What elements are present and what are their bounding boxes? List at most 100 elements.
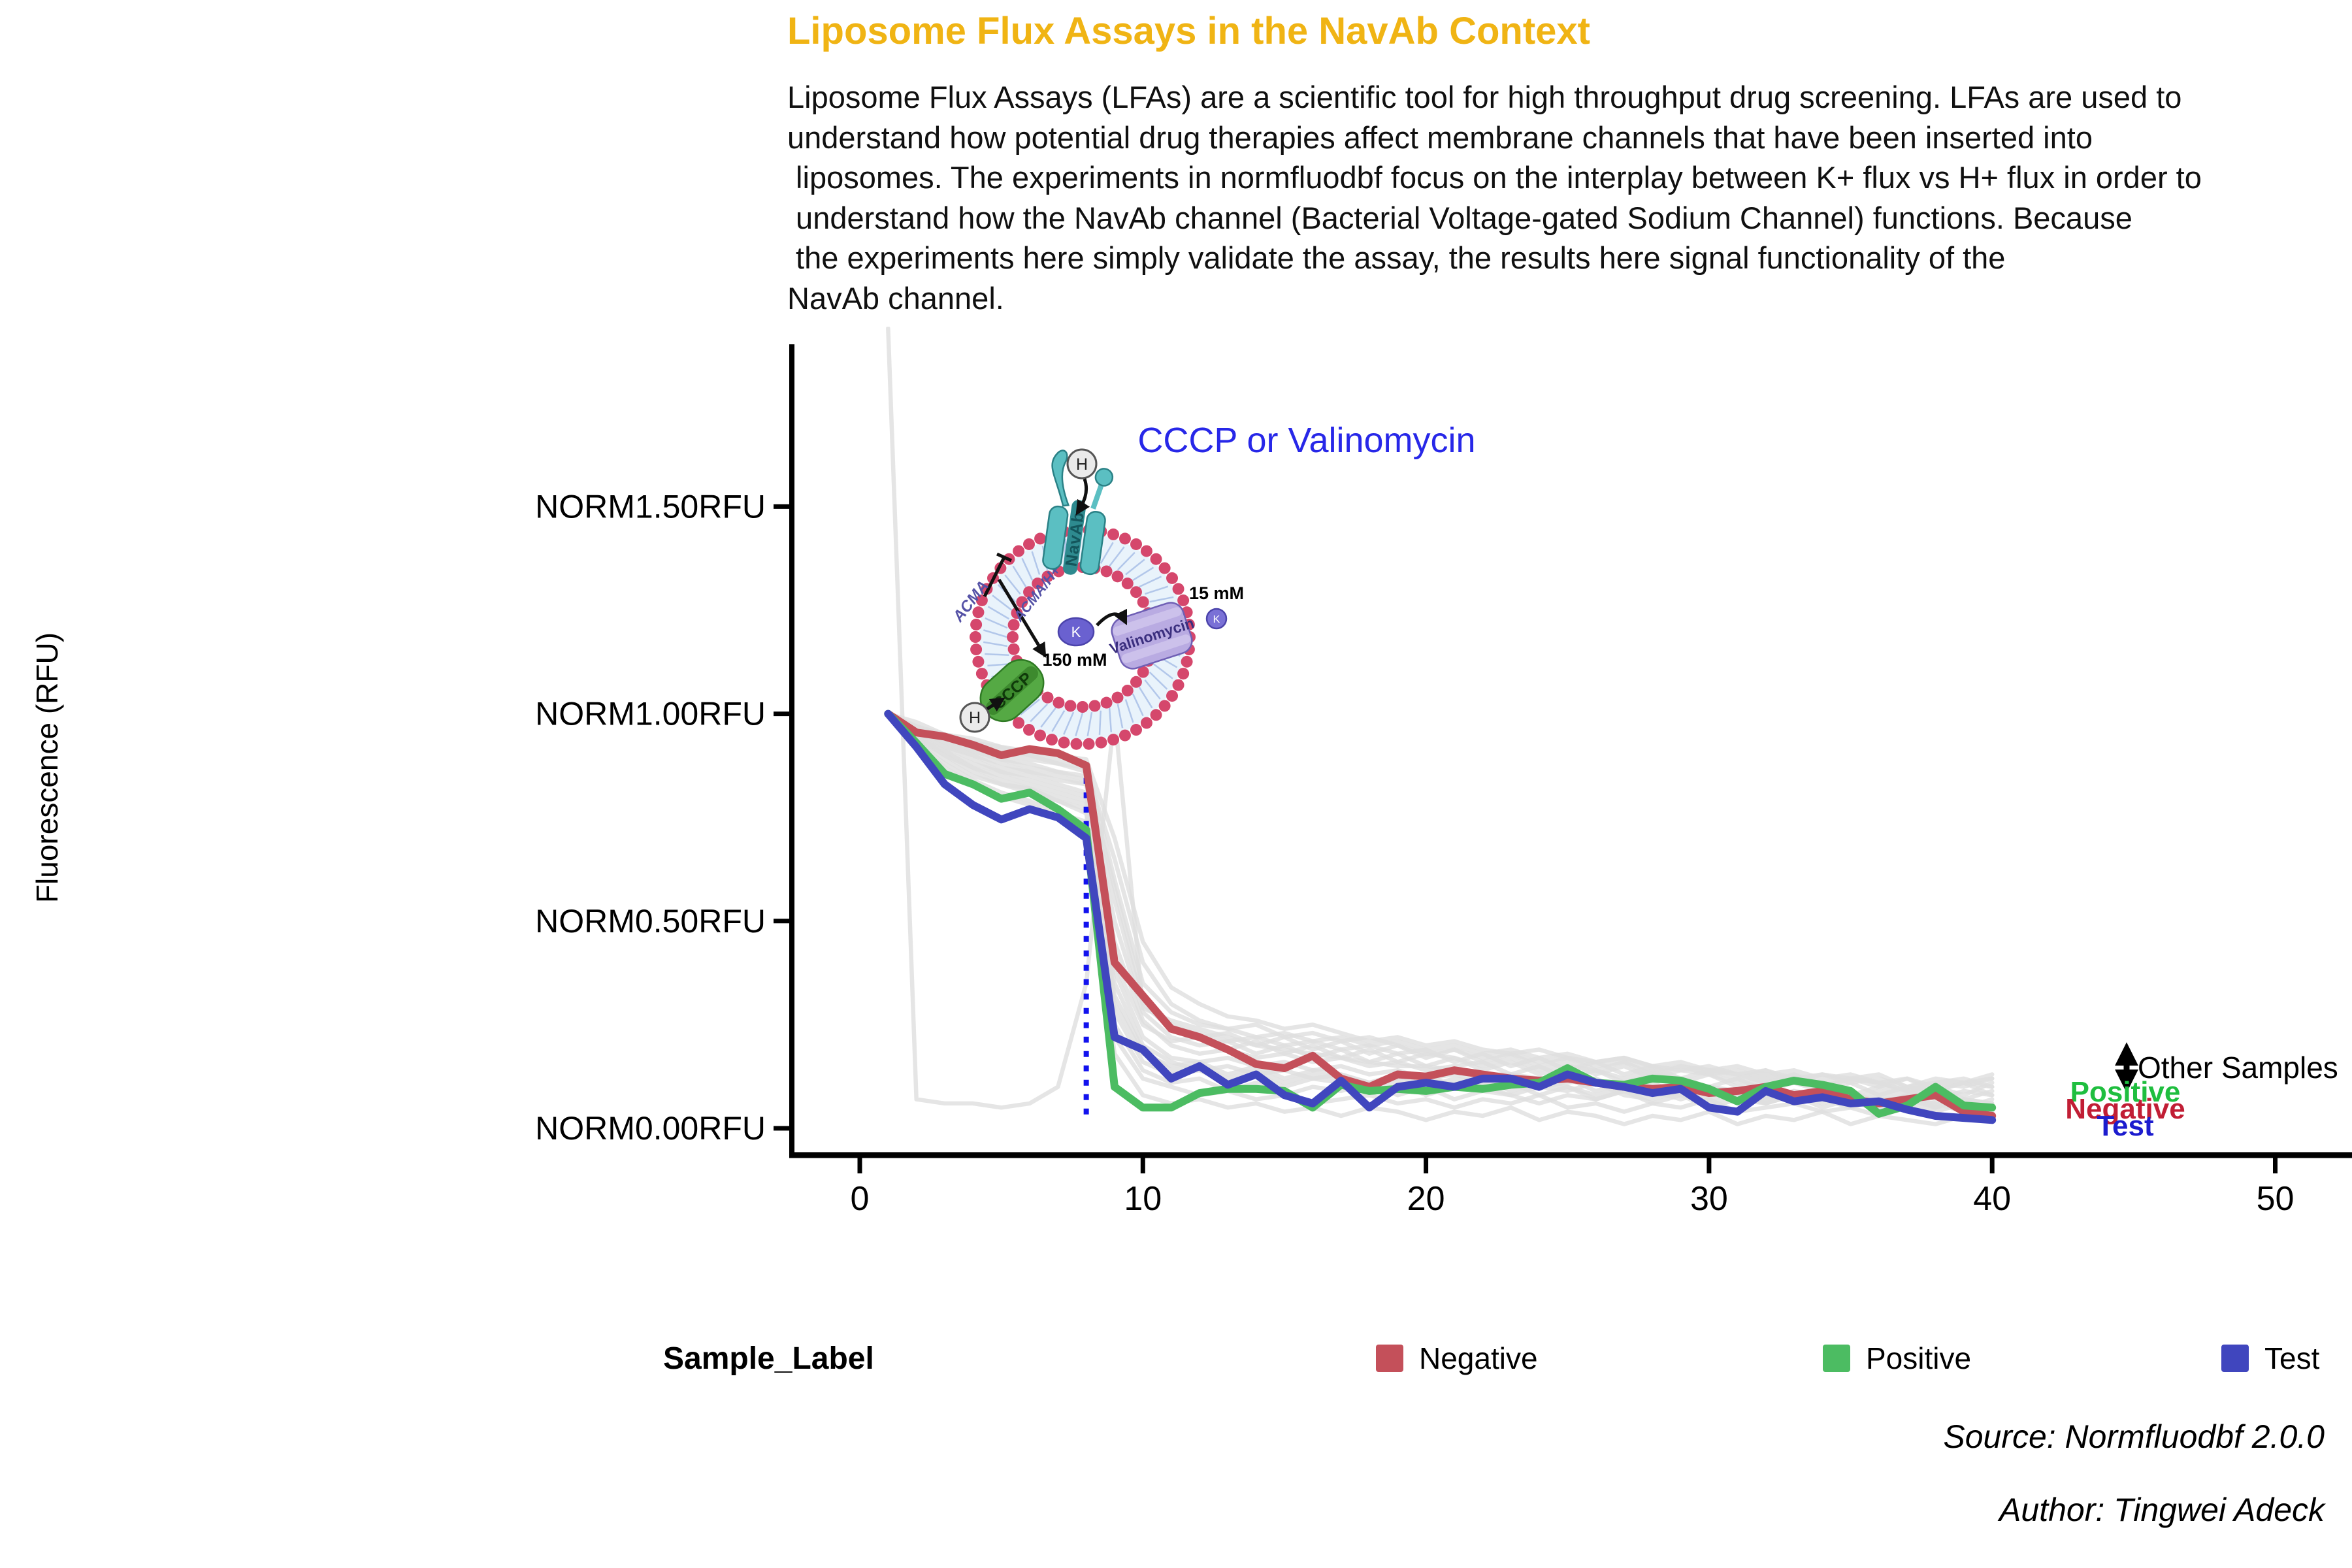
- lipid-head-outer: [1058, 736, 1070, 749]
- lipid-head-outer: [1095, 736, 1107, 749]
- lipid-tail: [983, 629, 1007, 638]
- lipid-head-inner: [1023, 586, 1036, 598]
- navab-stem: [1090, 482, 1105, 510]
- h-ion-bottom-label: H: [969, 709, 981, 727]
- lipid-head-inner: [1137, 666, 1149, 678]
- lipid-head-outer: [1107, 734, 1120, 746]
- h-ion-top-label: H: [1076, 455, 1088, 474]
- negative-annotation: Negative: [2065, 1093, 2185, 1125]
- other-sample-line: [886, 711, 1995, 1098]
- series-line-test: [884, 710, 1997, 1124]
- x-tick-label: 30: [1690, 1180, 1728, 1218]
- description-paragraph: Liposome Flux Assays (LFAs) are a scient…: [787, 80, 2202, 316]
- lipid-head-outer: [1045, 734, 1058, 746]
- legend-label-negative: Negative: [1419, 1341, 1538, 1375]
- lipid-head-inner: [1111, 570, 1124, 583]
- h-entry-arrow: [1075, 478, 1090, 515]
- lipid-head-inner: [1064, 700, 1077, 712]
- lipid-tail: [1075, 712, 1084, 736]
- lipid-tail: [983, 641, 1008, 647]
- lipid-head-outer: [1158, 562, 1171, 574]
- k-to-valinomycin-arrow: [1096, 608, 1128, 627]
- lipid-head-outer: [1013, 717, 1025, 729]
- test-swatch-icon: [2221, 1345, 2249, 1372]
- valinomycin-band-bottom: [1121, 634, 1191, 663]
- other-samples-annotation: Other Samples: [2138, 1051, 2338, 1085]
- lipid-head-inner: [1053, 696, 1065, 709]
- lipid-head-outer: [1130, 538, 1142, 550]
- lipid-head-outer: [975, 668, 988, 680]
- test-annotation: Test: [2097, 1110, 2154, 1142]
- y-tick-label: NORM1.00RFU: [535, 696, 766, 732]
- lipid-tail: [1152, 663, 1173, 679]
- lipid-head-outer: [1166, 572, 1179, 584]
- lipid-head-outer: [1140, 717, 1152, 729]
- series-line-positive: [884, 710, 1997, 1118]
- lipid-head-outer: [1172, 679, 1184, 691]
- lipid-head-inner: [1137, 596, 1149, 608]
- lipid-tail: [1031, 551, 1041, 575]
- lipid-head-inner: [1007, 619, 1020, 631]
- lipid-head-outer: [972, 655, 985, 668]
- k-ion-outer: [1205, 608, 1228, 630]
- lipid-head-outer: [970, 644, 983, 656]
- lipid-head-inner: [1077, 701, 1088, 713]
- legend-title: Sample_Label: [663, 1341, 874, 1376]
- y-tick-label: NORM0.00RFU: [535, 1110, 766, 1147]
- lipid-tail: [1021, 557, 1034, 581]
- lipid-head-outer: [1177, 668, 1190, 680]
- other-sample-line: [886, 711, 1995, 1098]
- lipid-head-inner: [1130, 676, 1142, 688]
- acma-flux-arrow: [997, 578, 1047, 658]
- data-lines: [884, 327, 1997, 1126]
- lipid-head-inner: [1041, 570, 1054, 583]
- lipid-head-outer: [1172, 583, 1184, 595]
- lipid-tail: [1149, 596, 1174, 603]
- source-credit: Source: Normfluodbf 2.0.0: [1943, 1418, 2325, 1455]
- positive-swatch-icon: [1823, 1345, 1850, 1372]
- valinomycin-band-top: [1113, 607, 1182, 636]
- lipid-tail: [1125, 559, 1145, 576]
- lipid-head-inner: [1111, 691, 1124, 704]
- lipid-tail: [1100, 542, 1114, 564]
- lipid-tail: [985, 617, 1008, 629]
- lipid-tail: [1138, 687, 1153, 709]
- outer-concentration-label: 15 mM: [1189, 583, 1244, 603]
- lipid-tail: [1020, 698, 1040, 715]
- lipid-head-outer: [1158, 700, 1171, 712]
- flux-line-chart: Fluorescence (RFU) NORM0.00RFU NORM0.50RF…: [30, 327, 2352, 1218]
- lipid-head-inner: [1100, 696, 1113, 709]
- sample-annotations: Other Samples Positive Negative Test: [2065, 1042, 2338, 1142]
- k-ion-inner: [1057, 617, 1095, 647]
- positive-annotation: Positive: [2070, 1076, 2181, 1108]
- legend-item-positive: Positive: [1823, 1341, 1971, 1376]
- lipid-tail: [1145, 585, 1169, 595]
- x-tick-label: 20: [1407, 1180, 1445, 1218]
- legend-label-positive: Positive: [1866, 1341, 1972, 1375]
- lipid-tail: [1040, 707, 1056, 728]
- lipid-head-outer: [1034, 729, 1047, 742]
- lipid-tail: [1012, 565, 1027, 587]
- lipid-head-outer: [972, 606, 985, 619]
- lipid-head-outer: [1034, 532, 1047, 545]
- axes: NORM0.00RFU NORM0.50RFU NORM1.00RFU NORM1.5…: [535, 344, 2352, 1218]
- x-tick-label: 50: [2257, 1180, 2295, 1218]
- lipid-head-inner: [1121, 578, 1134, 590]
- lipid-tail: [1117, 551, 1135, 571]
- chart-legend: Sample_Label Negative Positive Test: [0, 1326, 2352, 1398]
- lipid-head-inner: [1007, 631, 1019, 643]
- lipid-tail: [1132, 693, 1144, 717]
- lipid-head-outer: [970, 631, 981, 643]
- lipid-tail: [1086, 711, 1093, 737]
- lipid-tail: [1063, 711, 1075, 735]
- x-tick-label: 0: [851, 1180, 870, 1218]
- navab-knob: [1094, 468, 1114, 487]
- inner-concentration-label: 150 mM: [1042, 650, 1107, 670]
- lipid-head-inner: [1130, 586, 1142, 598]
- y-tick-label: NORM1.50RFU: [535, 488, 766, 525]
- lipid-head-inner: [1121, 684, 1134, 696]
- lipid-tail: [1144, 679, 1161, 700]
- lipid-tail: [1108, 708, 1113, 732]
- lipid-tail: [1051, 710, 1066, 732]
- lipid-head-outer: [1150, 709, 1162, 721]
